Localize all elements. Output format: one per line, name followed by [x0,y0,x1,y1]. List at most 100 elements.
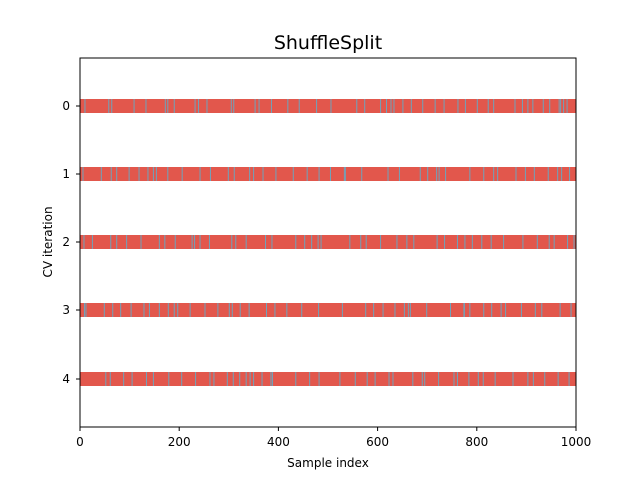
test-sample-mark [380,99,382,113]
test-sample-mark [438,167,440,181]
test-sample-mark [568,372,570,386]
test-sample-mark [464,99,466,113]
test-sample-mark [390,99,392,113]
test-sample-mark [181,167,183,181]
test-sample-mark [361,167,363,181]
test-sample-mark [306,167,308,181]
test-sample-mark [527,372,529,386]
test-sample-mark [152,372,154,386]
test-sample-mark [456,235,458,249]
test-sample-mark [497,167,499,181]
test-sample-mark [309,372,311,386]
test-sample-mark [140,235,142,249]
train-samples-bar [80,235,576,249]
test-sample-mark [481,235,483,249]
test-sample-mark [317,235,319,249]
test-sample-mark [544,372,546,386]
test-sample-mark [561,167,563,181]
test-sample-mark [158,235,160,249]
test-sample-mark [194,99,196,113]
test-sample-mark [265,235,267,249]
test-sample-mark [532,372,534,386]
test-sample-mark [393,99,395,113]
test-sample-mark [500,303,502,317]
test-sample-mark [527,99,529,113]
test-sample-mark [487,99,489,113]
test-sample-mark [82,167,84,181]
test-sample-mark [403,303,405,317]
y-axis-ticks: 0 1 2 3 4 [62,99,80,386]
test-sample-mark [233,167,235,181]
test-sample-mark [164,235,166,249]
test-sample-mark [566,99,568,113]
test-sample-mark [409,303,411,317]
test-sample-mark [209,167,211,181]
test-sample-mark [168,372,170,386]
test-sample-mark [354,372,356,386]
test-sample-mark [120,303,122,317]
test-sample-mark [436,167,438,181]
y-tick-label: 2 [62,235,70,249]
test-sample-mark [271,372,273,386]
test-sample-mark [483,303,485,317]
test-sample-mark [110,167,112,181]
test-sample-mark [493,167,495,181]
test-sample-mark [85,303,87,317]
test-sample-mark [133,99,135,113]
test-sample-mark [295,372,297,386]
test-sample-mark [253,372,255,386]
test-sample-mark [394,303,396,317]
test-sample-mark [116,235,118,249]
test-sample-mark [476,99,478,113]
test-sample-mark [145,372,147,386]
test-sample-mark [232,372,234,386]
test-sample-mark [111,99,113,113]
test-sample-mark [490,235,492,249]
test-sample-mark [100,167,102,181]
cv-iteration-row-1 [80,167,576,181]
y-tick-label: 4 [62,372,70,386]
test-sample-mark [123,372,125,386]
test-sample-mark [406,235,408,249]
test-sample-mark [109,372,111,386]
cv-iteration-row-0 [80,99,576,113]
test-sample-mark [198,99,200,113]
x-tick-label: 1000 [561,435,592,449]
test-sample-mark [262,167,264,181]
test-sample-mark [231,303,233,317]
test-sample-mark [311,235,313,249]
test-sample-mark [298,99,300,113]
test-sample-mark [84,99,86,113]
test-sample-mark [143,303,145,317]
test-sample-mark [469,303,471,317]
y-tick-label: 3 [62,303,70,317]
test-sample-mark [253,167,255,181]
test-sample-mark [128,167,130,181]
test-sample-mark [360,235,362,249]
chart-title: ShuffleSplit [274,32,382,54]
x-tick-label: 0 [76,435,84,449]
test-sample-mark [231,235,233,249]
test-sample-mark [365,235,367,249]
test-sample-mark [167,303,169,317]
test-sample-mark [270,99,272,113]
test-sample-mark [189,303,191,317]
test-sample-mark [275,167,277,181]
test-sample-mark [396,235,398,249]
x-tick-label: 200 [168,435,191,449]
y-tick-label: 1 [62,167,70,181]
test-sample-mark [426,303,428,317]
test-sample-mark [349,235,351,249]
test-sample-mark [206,99,208,113]
test-sample-mark [463,303,465,317]
test-sample-mark [341,303,343,317]
test-sample-mark [521,99,523,113]
test-sample-mark [266,303,267,317]
test-sample-mark [248,303,250,317]
test-sample-mark [339,372,341,386]
test-sample-mark [147,167,149,181]
test-sample-mark [553,235,555,249]
test-sample-mark [194,235,196,249]
test-sample-mark [380,235,382,249]
test-sample-mark [573,235,575,249]
